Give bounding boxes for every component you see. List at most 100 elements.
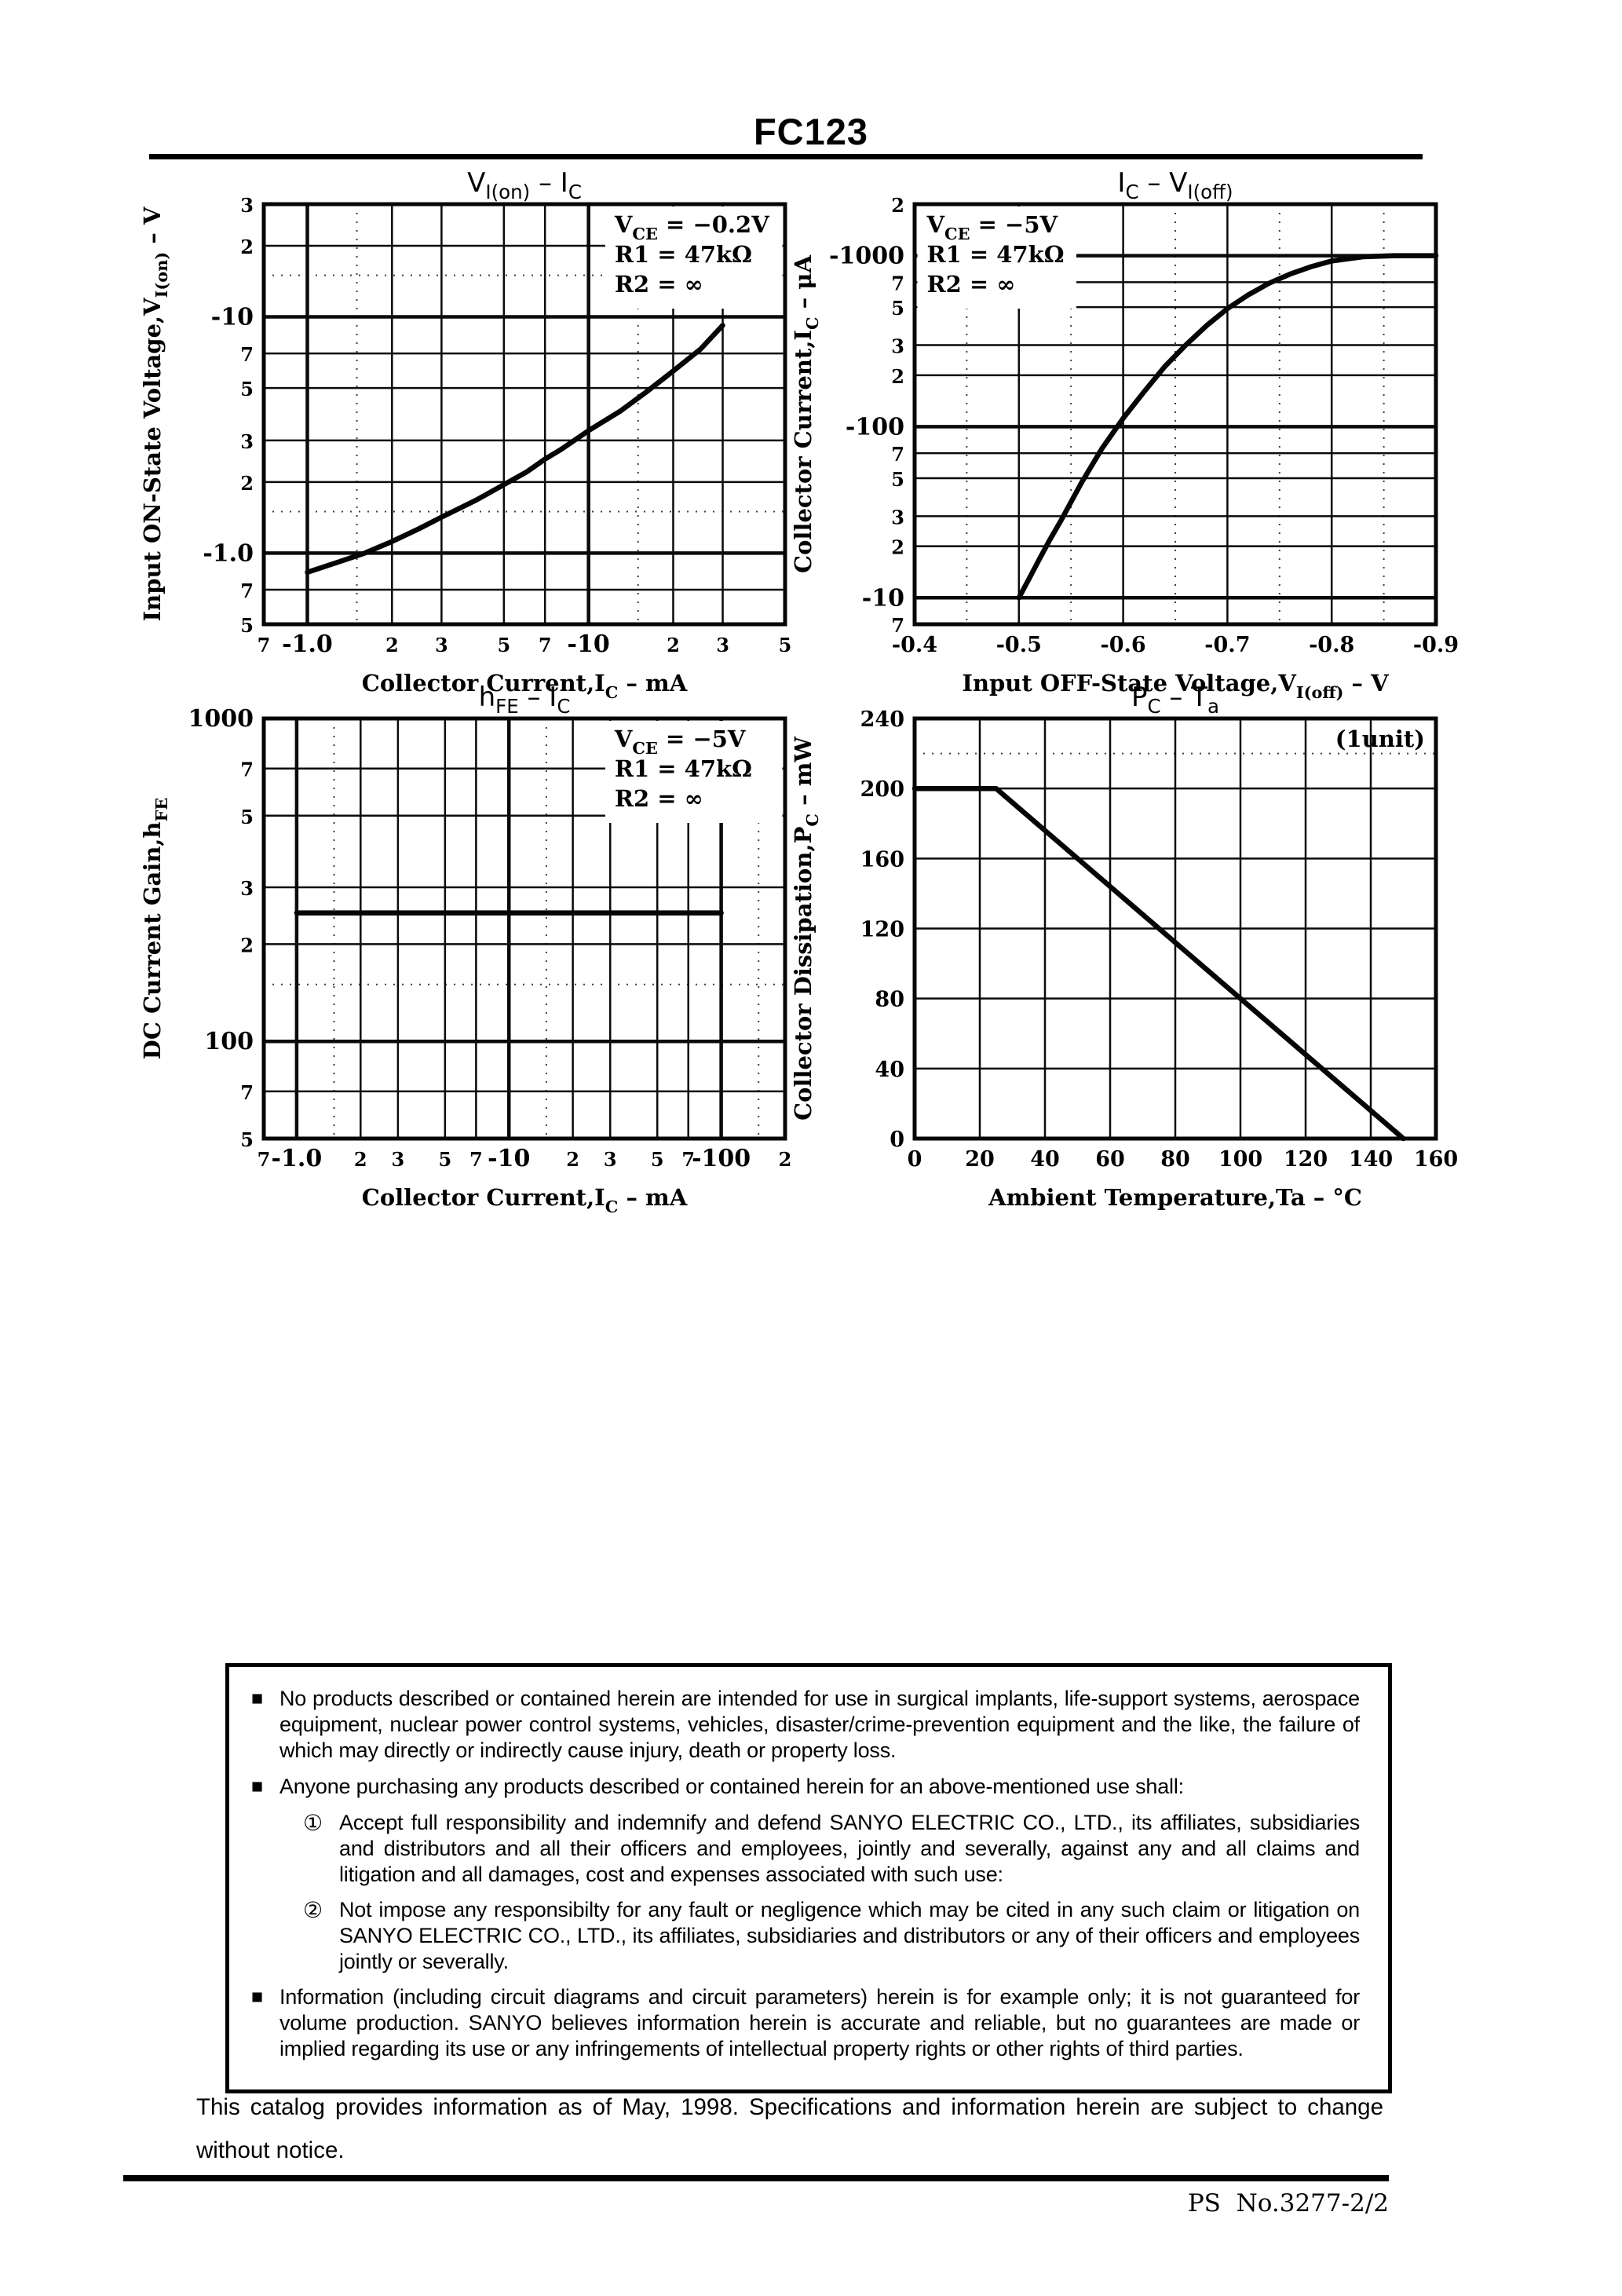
- svg-text:5: 5: [891, 468, 904, 491]
- svg-text:5: 5: [240, 614, 254, 637]
- svg-text:VCE = −0.2V: VCE = −0.2V: [614, 211, 769, 243]
- svg-text:-0.4: -0.4: [892, 633, 937, 657]
- svg-text:2: 2: [566, 1148, 579, 1171]
- svg-text:2: 2: [667, 634, 680, 656]
- svg-text:2: 2: [240, 236, 254, 258]
- svg-text:-10: -10: [862, 584, 904, 612]
- svg-text:2: 2: [354, 1148, 367, 1171]
- svg-text:R2 = ∞: R2 = ∞: [927, 271, 1016, 298]
- svg-text:7: 7: [240, 343, 254, 366]
- svg-text:5: 5: [240, 806, 254, 828]
- svg-text:5: 5: [240, 378, 254, 400]
- svg-text:VCE = −5V: VCE = −5V: [614, 726, 746, 758]
- disclaimer-item-text-1: Accept full responsibility and indemnify…: [339, 1811, 1360, 1886]
- svg-text:7: 7: [258, 634, 271, 656]
- svg-text:R1 = 47kΩ: R1 = 47kΩ: [615, 755, 752, 782]
- svg-text:80: 80: [1160, 1147, 1190, 1172]
- svg-text:3: 3: [891, 335, 904, 357]
- svg-text:PC – Ta: PC – Ta: [1131, 682, 1219, 718]
- svg-text:-0.7: -0.7: [1204, 633, 1250, 657]
- svg-text:120: 120: [860, 918, 904, 942]
- disclaimer-bullet-2: ■ Anyone purchasing any products describ…: [251, 1774, 1360, 1800]
- svg-text:R2 = ∞: R2 = ∞: [615, 785, 703, 812]
- chart-hfe-ic: VCE = −5V R1 = 47kΩ R2 = ∞ 7 -1.0 2 3 5 7 -10 2 3 5 7…: [118, 681, 809, 1216]
- svg-text:3: 3: [891, 506, 904, 528]
- svg-text:7: 7: [240, 759, 254, 781]
- svg-text:R1 = 47kΩ: R1 = 47kΩ: [927, 241, 1065, 268]
- svg-text:IC – VI(off): IC – VI(off): [1117, 167, 1233, 203]
- svg-text:-10: -10: [568, 631, 610, 658]
- svg-text:R1 = 47kΩ: R1 = 47kΩ: [615, 241, 752, 268]
- disclaimer-item-text-2: Not impose any responsibilty for any fau…: [339, 1898, 1360, 1973]
- svg-text:2: 2: [779, 1148, 792, 1171]
- disclaimer-item-1: ① Accept full responsibility and indemni…: [303, 1810, 1360, 1888]
- svg-text:7: 7: [681, 1148, 695, 1171]
- svg-text:2: 2: [240, 934, 254, 956]
- svg-text:0: 0: [908, 1147, 922, 1172]
- svg-text:Ambient Temperature,Ta – °C: Ambient Temperature,Ta – °C: [988, 1184, 1362, 1211]
- svg-text:200: 200: [860, 777, 904, 802]
- svg-text:5: 5: [439, 1148, 452, 1171]
- svg-text:-10: -10: [211, 304, 254, 331]
- svg-text:-0.6: -0.6: [1101, 633, 1146, 657]
- svg-text:240: 240: [860, 707, 904, 732]
- chart-ic-vioff: VCE = −5V R1 = 47kΩ R2 = ∞ -0.4 -0.5 -0.6 -0.7…: [769, 166, 1459, 702]
- svg-text:-0.8: -0.8: [1309, 633, 1354, 657]
- svg-text:2: 2: [891, 194, 904, 217]
- svg-text:7: 7: [539, 634, 552, 656]
- svg-text:100: 100: [204, 1028, 254, 1055]
- svg-text:160: 160: [1414, 1147, 1458, 1172]
- page-title: FC123: [753, 111, 869, 152]
- disclaimer-box: ■ No products described or contained her…: [225, 1663, 1392, 2093]
- svg-text:-1.0: -1.0: [203, 539, 254, 567]
- svg-text:-0.5: -0.5: [996, 633, 1042, 657]
- disclaimer-text-2: Anyone purchasing any products described…: [279, 1775, 1184, 1798]
- svg-text:Collector Dissipation,PC – mW: Collector Dissipation,PC – mW: [790, 737, 822, 1121]
- svg-text:-0.9: -0.9: [1413, 633, 1459, 657]
- catalog-note: This catalog provides information as of …: [196, 2094, 1383, 2163]
- svg-text:Collector Current,IC – μA: Collector Current,IC – μA: [790, 254, 822, 573]
- svg-text:-100: -100: [692, 1145, 751, 1172]
- svg-text:Collector Current,IC – mA: Collector Current,IC – mA: [362, 670, 688, 700]
- svg-text:3: 3: [435, 634, 448, 656]
- svg-text:VI(on) – IC: VI(on) – IC: [467, 167, 582, 203]
- svg-text:40: 40: [875, 1058, 904, 1082]
- circled-number-1-icon: ①: [303, 1811, 323, 1835]
- header-rule: [149, 154, 1423, 159]
- svg-text:2: 2: [891, 536, 904, 559]
- svg-text:7: 7: [469, 1148, 483, 1171]
- svg-text:Collector Current,IC – mA: Collector Current,IC – mA: [362, 1184, 688, 1215]
- svg-text:5: 5: [497, 634, 510, 656]
- svg-text:160: 160: [860, 847, 904, 872]
- svg-text:R2 = ∞: R2 = ∞: [615, 271, 703, 298]
- disclaimer-text-1: No products described or contained herei…: [279, 1687, 1360, 1762]
- svg-text:100: 100: [1218, 1147, 1262, 1172]
- svg-text:3: 3: [716, 634, 729, 656]
- disclaimer-bullet-3: ■ Information (including circuit diagram…: [251, 1984, 1360, 2062]
- svg-text:80: 80: [875, 988, 904, 1012]
- svg-text:Input OFF-State Voltage,VI(off: Input OFF-State Voltage,VI(off) – V: [962, 670, 1389, 700]
- svg-text:1000: 1000: [188, 705, 254, 733]
- document-number: PS No.3277-2/2: [1187, 2189, 1389, 2217]
- chart-pc-ta: (1unit) 0 20 40 60 80 100 120 140 160 240 200 160 120…: [769, 681, 1459, 1215]
- chart-canvas: (1unit) 0 20 40 60 80 100 120 140 160 240 200 160 120…: [790, 682, 1458, 1211]
- svg-text:140: 140: [1349, 1147, 1393, 1172]
- chart-vion-ic: VCE = −0.2V R1 = 47kΩ R2 = ∞ 7 -1.0 2 3 5 7 -10 2 3…: [118, 166, 809, 702]
- footer-rule: [123, 2175, 1389, 2181]
- svg-text:5: 5: [891, 297, 904, 320]
- square-bullet-icon: ■: [251, 1687, 264, 1709]
- svg-text:40: 40: [1030, 1147, 1060, 1172]
- svg-text:-100: -100: [846, 413, 904, 441]
- svg-text:3: 3: [604, 1148, 617, 1171]
- svg-text:7: 7: [891, 272, 904, 294]
- svg-text:7: 7: [891, 443, 904, 466]
- svg-text:7: 7: [240, 1081, 254, 1104]
- svg-text:-1000: -1000: [829, 243, 904, 270]
- disclaimer-bullet-1: ■ No products described or contained her…: [251, 1686, 1360, 1764]
- svg-text:5: 5: [651, 1148, 664, 1171]
- svg-text:0: 0: [890, 1128, 904, 1152]
- disclaimer-item-2: ② Not impose any responsibilty for any f…: [303, 1897, 1360, 1975]
